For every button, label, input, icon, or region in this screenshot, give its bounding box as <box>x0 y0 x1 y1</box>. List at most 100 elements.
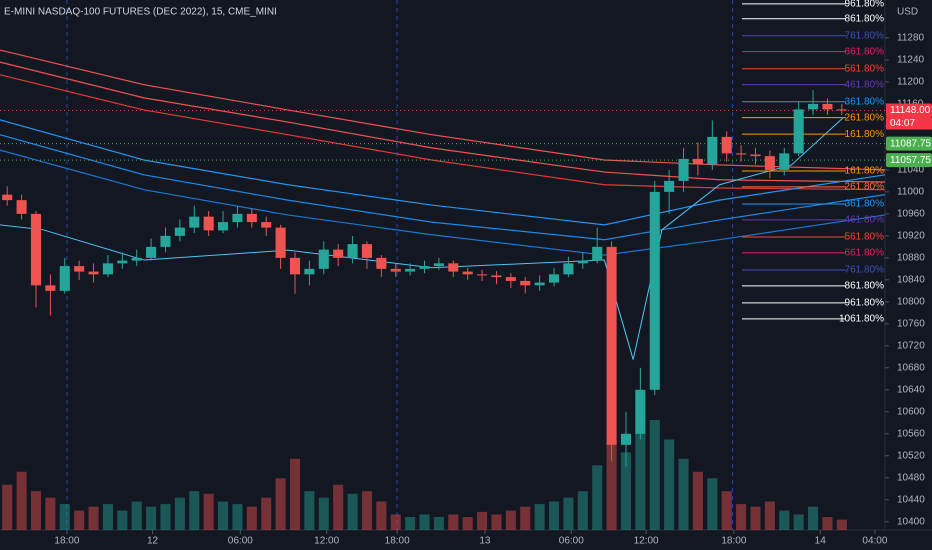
volume-bar <box>376 501 387 530</box>
candle-body <box>74 266 85 272</box>
candle-body <box>491 275 502 278</box>
countdown: 04:07 <box>890 118 915 129</box>
volume-bar <box>534 504 545 530</box>
candle-body <box>304 268 315 275</box>
volume-bar <box>117 510 128 530</box>
candle-body <box>548 274 560 283</box>
volume-bar <box>246 506 257 530</box>
candle-body <box>736 153 747 155</box>
candle-body <box>721 136 732 154</box>
y-tick-label: 10760 <box>897 318 925 329</box>
candle-body <box>606 246 617 445</box>
volume-bar <box>635 432 646 530</box>
y-tick-label: 10720 <box>897 340 925 351</box>
y-tick-label: 11000 <box>897 187 925 198</box>
volume-bar <box>261 497 272 530</box>
volume-bar <box>232 504 243 530</box>
volume-bar <box>304 491 315 530</box>
moving-average <box>0 61 886 183</box>
fib-label: 361.80% <box>845 96 885 107</box>
volume-bar <box>59 504 70 530</box>
volume-bar <box>750 506 761 530</box>
volume-bar <box>448 514 459 530</box>
candle-body <box>635 389 646 434</box>
volume-bar <box>289 458 301 530</box>
y-tick-label: 10960 <box>897 209 925 220</box>
moving-average <box>0 134 886 241</box>
candle-body <box>577 260 588 264</box>
candle-body <box>232 213 243 223</box>
volume-bar <box>577 491 588 530</box>
candle-body <box>361 244 372 258</box>
candle-body <box>174 227 185 236</box>
volume-bar <box>390 514 401 530</box>
y-tick-label: 10520 <box>897 450 925 461</box>
volume-bar <box>721 491 732 530</box>
volume-bar <box>707 478 718 530</box>
volume-bar <box>88 506 99 530</box>
candle-body <box>505 277 516 281</box>
fast-moving-average <box>0 117 844 360</box>
candle-body <box>419 266 430 269</box>
fib-label: 161.80% <box>845 129 885 140</box>
moving-average <box>0 149 886 256</box>
fib-label: 961.80% <box>845 298 885 309</box>
x-tick-label: 18:00 <box>721 536 746 547</box>
x-tick-label: 06:00 <box>559 536 584 547</box>
volume-bar <box>606 439 617 530</box>
volume-bar <box>131 501 142 530</box>
x-tick-label: 18:00 <box>54 536 79 547</box>
moving-average <box>0 74 886 191</box>
candle-body <box>275 227 286 258</box>
volume-bar <box>620 452 632 530</box>
volume-bar <box>361 491 372 530</box>
candle-body <box>822 103 833 110</box>
x-tick-label: 13 <box>479 536 491 547</box>
candle-body <box>117 260 128 264</box>
candle-body <box>592 246 603 261</box>
volume-bar <box>333 484 344 530</box>
fib-label: 561.80% <box>845 232 885 243</box>
candle-body <box>793 109 804 154</box>
candle-body <box>678 158 689 181</box>
y-tick-label: 11200 <box>897 77 925 88</box>
fib-label: 161.80% <box>845 166 885 177</box>
volume-bar <box>520 506 531 530</box>
fib-label: 461.80% <box>845 215 885 226</box>
volume-bar <box>174 497 185 530</box>
y-tick-label: 10560 <box>897 428 925 439</box>
x-tick-label: 12:00 <box>634 536 659 547</box>
fib-label: 661.80% <box>845 248 885 259</box>
fib-label: 961.80% <box>845 0 885 9</box>
chart-title: E-MINI NASDAQ-100 FUTURES (DEC 2022), 15… <box>4 7 277 18</box>
volume-bar <box>678 458 689 530</box>
candle-body <box>779 153 790 170</box>
candle-body <box>620 433 632 445</box>
y-tick-label: 10440 <box>897 494 925 505</box>
fib-label: 761.80% <box>845 30 885 41</box>
y-tick-label: 10680 <box>897 362 925 373</box>
x-tick-label: 12:00 <box>314 536 339 547</box>
volume-bar <box>189 491 200 530</box>
candle-body <box>261 222 272 228</box>
volume-bar <box>218 501 229 530</box>
moving-average <box>0 49 886 171</box>
candle-body <box>88 271 99 275</box>
volume-bar <box>102 504 113 530</box>
fib-label: 361.80% <box>845 199 885 210</box>
volume-bar <box>462 517 473 530</box>
volume-bar <box>405 517 416 530</box>
volume-bar <box>764 501 775 530</box>
volume-bar <box>836 519 847 530</box>
volume-bar <box>563 497 574 530</box>
volume-bar <box>146 506 157 530</box>
candle-body <box>146 246 157 258</box>
volume-bar <box>779 510 790 530</box>
candle-body <box>405 268 416 272</box>
candle-body <box>649 191 660 390</box>
volume-bar <box>808 506 819 530</box>
fib-label: 661.80% <box>845 46 885 57</box>
volume-bar <box>649 420 660 530</box>
volume-bar <box>2 484 13 530</box>
